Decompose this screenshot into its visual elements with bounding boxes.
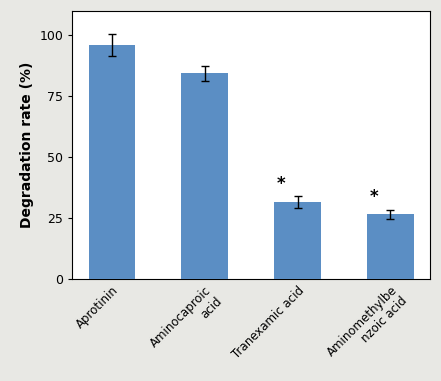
Bar [274, 202, 321, 279]
Bar [367, 215, 414, 279]
Bar [182, 73, 228, 279]
Text: *: * [277, 174, 285, 192]
Text: *: * [370, 188, 378, 206]
Bar [89, 45, 135, 279]
Y-axis label: Degradation rate (%): Degradation rate (%) [20, 62, 34, 228]
